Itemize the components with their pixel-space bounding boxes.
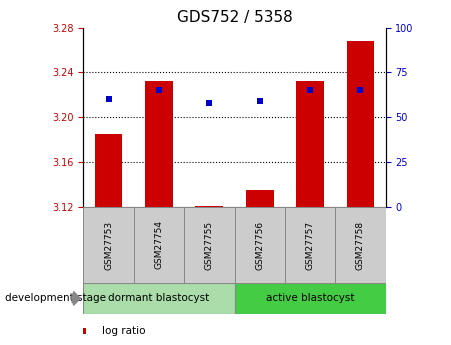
Bar xyxy=(335,207,386,283)
Title: GDS752 / 5358: GDS752 / 5358 xyxy=(177,10,292,25)
Text: development stage: development stage xyxy=(5,294,106,303)
Text: dormant blastocyst: dormant blastocyst xyxy=(108,294,210,303)
Bar xyxy=(95,134,123,207)
Bar xyxy=(235,283,386,314)
Bar xyxy=(83,283,235,314)
Bar xyxy=(195,206,223,207)
Text: GSM27754: GSM27754 xyxy=(155,220,163,269)
Bar xyxy=(184,207,235,283)
Bar xyxy=(346,41,374,207)
Text: log ratio: log ratio xyxy=(101,326,145,336)
Bar xyxy=(235,207,285,283)
Bar xyxy=(134,207,184,283)
Text: GSM27757: GSM27757 xyxy=(306,220,314,269)
Bar xyxy=(246,190,274,207)
Bar xyxy=(145,81,173,207)
Text: GSM27755: GSM27755 xyxy=(205,220,214,269)
Text: GSM27756: GSM27756 xyxy=(255,220,264,269)
Bar xyxy=(83,207,134,283)
Text: GSM27758: GSM27758 xyxy=(356,220,365,269)
Text: active blastocyst: active blastocyst xyxy=(266,294,354,303)
Bar xyxy=(296,81,324,207)
Bar xyxy=(285,207,335,283)
Text: GSM27753: GSM27753 xyxy=(104,220,113,269)
